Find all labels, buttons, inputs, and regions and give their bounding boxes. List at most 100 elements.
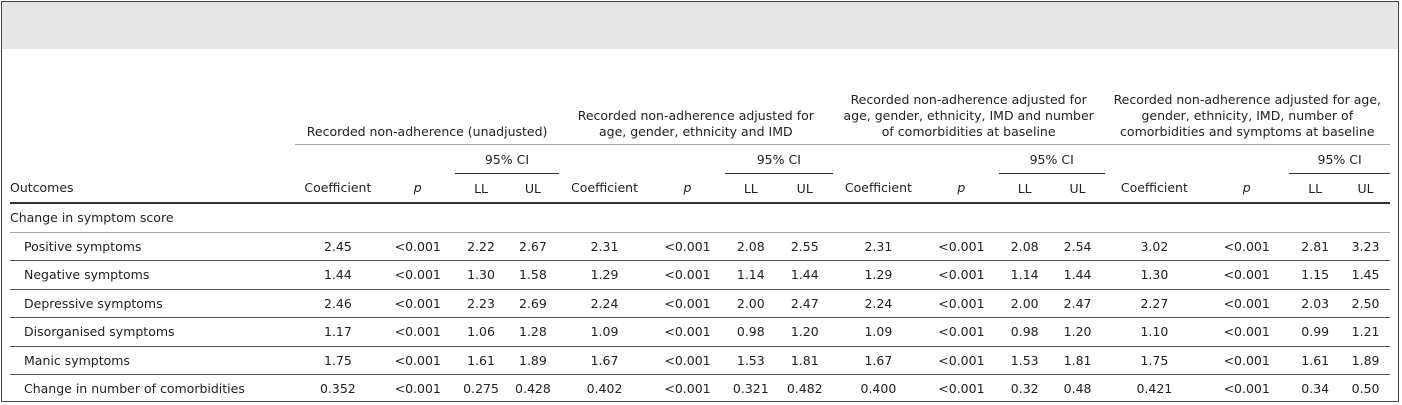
cell-value: 2.00 [724, 289, 777, 318]
cell-value: <0.001 [1204, 317, 1290, 347]
coefficient-header: Coefficient [558, 173, 651, 204]
cell-value: 0.48 [1063, 381, 1092, 397]
cell-value: 3.02 [1104, 232, 1205, 261]
cell-value: 1.67 [832, 346, 925, 375]
cell-value: 1.30 [1104, 260, 1205, 290]
ul-header: UL [776, 173, 833, 204]
p-header-text: p [413, 180, 422, 196]
group-header: Recorded non-adherence adjusted for age,… [558, 58, 833, 145]
p-header: p [380, 173, 456, 204]
cell-value: 1.44 [776, 260, 833, 290]
p-header: p [924, 173, 999, 204]
cell-value: 1.61 [455, 346, 507, 375]
cell-value: 0.32 [1010, 381, 1039, 397]
cell-value: 0.400 [860, 381, 897, 397]
cell-value: 2.67 [506, 232, 559, 261]
cell-value: 1.09 [832, 317, 925, 347]
cell-value: 1.89 [1341, 346, 1390, 375]
cell-value: 2.50 [1341, 289, 1390, 318]
cell-value: 1.81 [776, 346, 833, 375]
cell-value: 1.20 [776, 317, 833, 347]
ll-header: LL [1289, 173, 1342, 204]
header-spacer [295, 145, 455, 174]
cell-value: <0.001 [380, 289, 456, 318]
cell-value: <0.001 [394, 381, 441, 397]
cell-value: 0.421 [1136, 381, 1173, 397]
cell-value: 2.46 [295, 289, 381, 318]
section-label: Change in symptom score [10, 203, 1390, 233]
cell-value: 2.24 [832, 289, 925, 318]
cell-value: 2.81 [1289, 232, 1342, 261]
header-spacer [10, 58, 295, 145]
cell-value: 1.10 [1104, 317, 1205, 347]
header-spacer [1105, 145, 1290, 174]
cell-value: <0.001 [650, 317, 725, 347]
cell-value: 2.27 [1104, 289, 1205, 318]
ci-header: 95% CI [1289, 144, 1390, 174]
results-table: Recorded non-adherence (unadjusted) Recor… [10, 58, 1390, 403]
cell-value: <0.001 [650, 232, 725, 261]
ul-header: UL [506, 173, 559, 204]
header-spacer [833, 145, 999, 174]
group-header: Recorded non-adherence adjusted for age,… [832, 58, 1105, 145]
cell-value: <0.001 [380, 317, 456, 347]
cell-value: 1.28 [506, 317, 559, 347]
group-header: Recorded non-adherence adjusted for age,… [1104, 58, 1390, 145]
cell-value: 0.402 [586, 381, 623, 397]
cell-value: <0.001 [924, 317, 999, 347]
cell-value: 2.69 [506, 289, 559, 318]
cell-value: 2.23 [455, 289, 507, 318]
cell-value: 0.321 [732, 381, 769, 397]
cell-value: <0.001 [1223, 381, 1270, 397]
cell-value: <0.001 [1204, 260, 1290, 290]
outcomes-header: Outcomes [10, 173, 296, 204]
cell-value: 1.44 [295, 260, 381, 290]
cell-value: 1.14 [724, 260, 777, 290]
cell-value: 3.23 [1341, 232, 1390, 261]
cell-value: 0.99 [1289, 317, 1342, 347]
ll-header: LL [455, 173, 507, 204]
cell-value: 1.20 [1050, 317, 1105, 347]
cell-value: 2.47 [1050, 289, 1105, 318]
cell-value: 2.08 [998, 232, 1051, 261]
cell-value: <0.001 [380, 346, 456, 375]
cell-value: 1.89 [506, 346, 559, 375]
cell-value: <0.001 [650, 346, 725, 375]
table-row: Manic symptoms 1.75 <0.001 1.61 1.89 1.67 <0.0… [10, 346, 1390, 375]
table-row: Negative symptoms 1.44 <0.001 1.30 1.58 1.29 <… [10, 260, 1390, 290]
cell-value: 1.45 [1341, 260, 1390, 290]
cell-value: <0.001 [924, 232, 999, 261]
header-spacer [10, 145, 295, 174]
cell-value: 2.31 [558, 232, 651, 261]
cell-value: 2.54 [1050, 232, 1105, 261]
header-spacer [559, 145, 725, 174]
cell-value: <0.001 [1204, 346, 1290, 375]
cell-value: 2.00 [998, 289, 1051, 318]
cell-value: 1.06 [455, 317, 507, 347]
cell-value: 1.29 [558, 260, 651, 290]
table-row: Disorganised symptoms 1.17 <0.001 1.06 1.28 1… [10, 317, 1390, 347]
cell-value: <0.001 [380, 232, 456, 261]
cell-value: <0.001 [380, 260, 456, 290]
cell-value: 1.58 [506, 260, 559, 290]
cell-value: 2.55 [776, 232, 833, 261]
p-header: p [650, 173, 725, 204]
cell-value: <0.001 [924, 289, 999, 318]
cell-value: <0.001 [1204, 232, 1290, 261]
coefficient-header: Coefficient [295, 173, 381, 204]
cell-value: <0.001 [664, 381, 711, 397]
table-row: Depressive symptoms 2.46 <0.001 2.23 2.69 2.2… [10, 289, 1390, 318]
p-header-text: p [1242, 180, 1251, 196]
row-label: Negative symptoms [10, 260, 296, 290]
ci-header: 95% CI [724, 144, 833, 174]
cell-value: 1.09 [558, 317, 651, 347]
cell-value: 1.14 [998, 260, 1051, 290]
cell-value: <0.001 [650, 260, 725, 290]
cell-value: 0.275 [463, 381, 499, 397]
table-row: Positive symptoms 2.45 <0.001 2.22 2.67 2.31 <… [10, 232, 1390, 261]
cell-value: 1.15 [1289, 260, 1342, 290]
cell-value: 2.31 [832, 232, 925, 261]
cell-value: 2.45 [295, 232, 381, 261]
cell-value: <0.001 [1204, 289, 1290, 318]
row-label: Manic symptoms [10, 346, 296, 375]
